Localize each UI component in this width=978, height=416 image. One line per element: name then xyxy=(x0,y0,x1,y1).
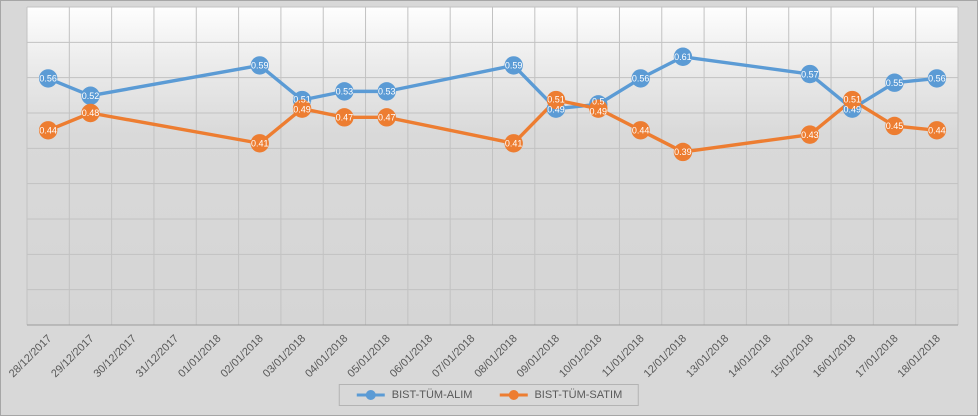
data-point-label: 0.49 xyxy=(843,105,861,115)
data-point-label: 0.41 xyxy=(505,138,523,148)
x-axis-label: 14/01/2018 xyxy=(726,333,773,380)
legend: BIST-TÜM-ALIM BIST-TÜM-SATIM xyxy=(338,384,640,406)
data-point-label: 0.55 xyxy=(886,78,904,88)
data-point-marker-0[interactable] xyxy=(885,73,904,92)
data-point-marker-1[interactable] xyxy=(504,134,523,153)
data-point-marker-0[interactable] xyxy=(631,69,650,88)
x-axis-label: 18/01/2018 xyxy=(896,333,943,380)
data-point-label: 0.57 xyxy=(801,69,819,79)
data-point-label: 0.59 xyxy=(251,61,269,71)
data-point-label: 0.51 xyxy=(547,95,565,105)
legend-item-bist-tum-alim[interactable]: BIST-TÜM-ALIM xyxy=(356,389,473,401)
x-axis-label: 01/01/2018 xyxy=(176,333,223,380)
data-point-label: 0.39 xyxy=(674,147,692,157)
data-point-marker-0[interactable] xyxy=(504,56,523,75)
data-point-label: 0.47 xyxy=(336,113,354,123)
x-axis-label: 16/01/2018 xyxy=(811,333,858,380)
data-point-label: 0.53 xyxy=(336,87,354,97)
data-point-label: 0.51 xyxy=(843,95,861,105)
x-axis-label: 17/01/2018 xyxy=(853,333,900,380)
data-point-marker-1[interactable] xyxy=(927,121,947,140)
data-point-marker-1[interactable] xyxy=(38,121,58,140)
data-point-marker-0[interactable] xyxy=(250,56,269,75)
x-axis-label: 05/01/2018 xyxy=(345,333,392,380)
x-axis-label: 29/12/2017 xyxy=(49,333,96,380)
data-point-marker-1[interactable] xyxy=(631,121,650,140)
data-point-marker-1[interactable] xyxy=(843,90,862,110)
x-axis-label: 10/01/2018 xyxy=(557,333,604,380)
x-axis-label: 13/01/2018 xyxy=(684,333,731,380)
data-point-label: 0.49 xyxy=(293,105,311,115)
data-point-marker-0[interactable] xyxy=(377,82,396,101)
data-point-label: 0.56 xyxy=(928,74,946,84)
x-axis-label: 15/01/2018 xyxy=(769,333,816,380)
data-point-marker-1[interactable] xyxy=(292,99,312,118)
x-axis-label: 08/01/2018 xyxy=(472,333,519,380)
data-point-marker-0[interactable] xyxy=(81,86,100,105)
data-point-marker-1[interactable] xyxy=(673,142,693,162)
data-point-marker-1[interactable] xyxy=(589,99,608,118)
x-axis-label: 07/01/2018 xyxy=(430,333,477,380)
data-point-marker-1[interactable] xyxy=(800,125,820,144)
data-point-marker-0[interactable] xyxy=(335,82,354,101)
x-axis-label: 09/01/2018 xyxy=(515,333,562,380)
x-axis-label: 12/01/2018 xyxy=(642,333,689,380)
data-point-label: 0.44 xyxy=(39,126,57,136)
x-axis-label: 31/12/2017 xyxy=(134,333,181,380)
data-point-label: 0.56 xyxy=(632,74,650,84)
data-point-label: 0.61 xyxy=(674,52,692,62)
data-point-marker-1[interactable] xyxy=(546,90,566,110)
x-axis-label: 02/01/2018 xyxy=(218,333,265,380)
x-axis-label: 30/12/2017 xyxy=(91,333,138,380)
x-axis-label: 11/01/2018 xyxy=(600,333,647,380)
legend-label-satim: BIST-TÜM-SATIM xyxy=(534,389,623,401)
legend-label-alim: BIST-TÜM-ALIM xyxy=(391,389,473,401)
data-point-label: 0.53 xyxy=(378,87,396,97)
data-point-label: 0.51 xyxy=(293,95,311,105)
x-axis-label: 06/01/2018 xyxy=(388,333,435,380)
data-point-label: 0.59 xyxy=(505,61,523,71)
data-point-marker-1[interactable] xyxy=(885,116,904,136)
data-point-label: 0.41 xyxy=(251,138,269,148)
legend-line-marker-icon xyxy=(356,390,385,400)
data-point-label: 0.43 xyxy=(801,130,819,140)
data-point-label: 0.49 xyxy=(590,107,608,117)
x-axis-label: 04/01/2018 xyxy=(303,333,350,380)
data-point-marker-1[interactable] xyxy=(377,108,396,127)
data-point-label: 0.5 xyxy=(592,97,605,107)
data-point-marker-1[interactable] xyxy=(335,108,354,127)
data-point-marker-0[interactable] xyxy=(673,47,693,66)
data-point-marker-1[interactable] xyxy=(250,134,269,153)
data-point-label: 0.44 xyxy=(632,126,650,136)
data-point-label: 0.49 xyxy=(547,105,565,115)
legend-line-marker-icon xyxy=(499,390,528,400)
legend-item-bist-tum-satim[interactable]: BIST-TÜM-SATIM xyxy=(498,389,622,401)
data-point-label: 0.45 xyxy=(886,121,904,131)
x-axis-label: 03/01/2018 xyxy=(261,333,308,380)
data-point-label: 0.47 xyxy=(378,113,396,123)
data-point-label: 0.56 xyxy=(39,74,57,84)
data-point-marker-1[interactable] xyxy=(81,103,100,123)
data-point-label: 0.44 xyxy=(928,126,946,136)
data-point-label: 0.52 xyxy=(82,91,100,101)
data-point-marker-0[interactable] xyxy=(927,69,947,88)
data-point-label: 0.48 xyxy=(82,108,100,118)
data-point-marker-0[interactable] xyxy=(38,69,58,88)
x-axis-label: 28/12/2017 xyxy=(7,333,54,380)
data-point-marker-0[interactable] xyxy=(800,64,820,84)
